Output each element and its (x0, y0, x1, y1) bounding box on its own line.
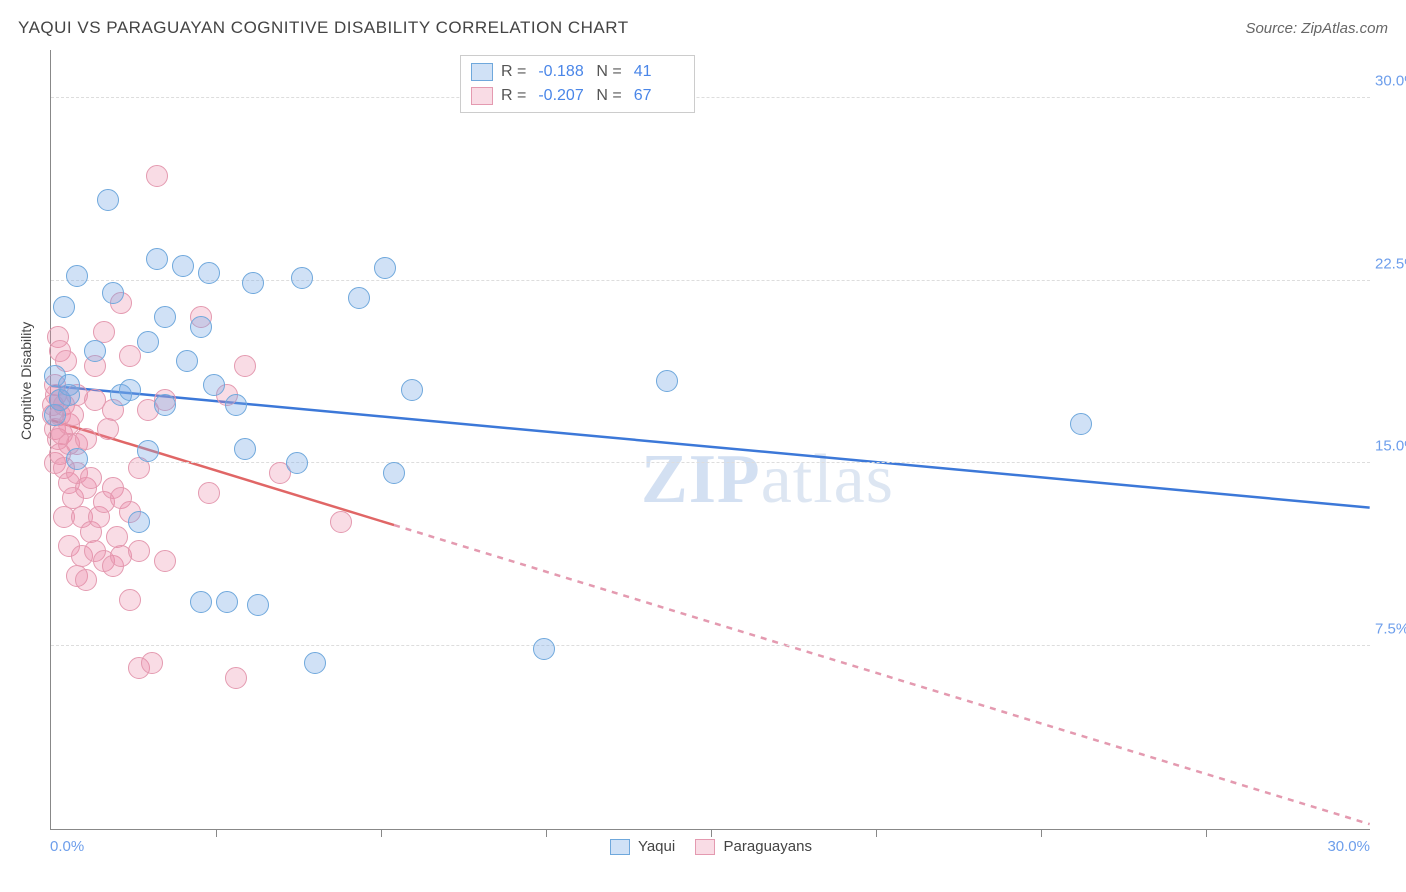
x-tick (711, 829, 712, 837)
r-label: R = (501, 87, 526, 105)
scatter-point-a (198, 262, 220, 284)
scatter-point-b (119, 589, 141, 611)
scatter-point-a (154, 394, 176, 416)
scatter-point-a (66, 448, 88, 470)
gridline (51, 462, 1370, 463)
watermark: ZIPatlas (641, 440, 894, 520)
scatter-point-b (198, 482, 220, 504)
scatter-point-b (225, 667, 247, 689)
r-value: -0.188 (538, 63, 588, 81)
scatter-point-a (84, 340, 106, 362)
scatter-point-a (348, 287, 370, 309)
chart-title: YAQUI VS PARAGUAYAN COGNITIVE DISABILITY… (18, 18, 629, 38)
scatter-point-b (154, 550, 176, 572)
scatter-point-a (137, 440, 159, 462)
x-tick (216, 829, 217, 837)
scatter-point-a (383, 462, 405, 484)
scatter-point-a (225, 394, 247, 416)
scatter-point-b (141, 652, 163, 674)
y-tick-label: 22.5% (1375, 255, 1406, 272)
scatter-point-a (242, 272, 264, 294)
swatch-a (610, 839, 630, 855)
source-label: Source: ZipAtlas.com (1245, 20, 1388, 37)
scatter-point-a (172, 255, 194, 277)
swatch-b (471, 87, 493, 105)
scatter-point-a (247, 594, 269, 616)
n-value: 67 (634, 87, 684, 105)
scatter-point-a (102, 282, 124, 304)
x-tick (1041, 829, 1042, 837)
scatter-point-b (128, 540, 150, 562)
trendline (394, 525, 1370, 824)
scatter-point-b (146, 165, 168, 187)
scatter-point-b (97, 418, 119, 440)
scatter-point-a (119, 379, 141, 401)
scatter-point-a (656, 370, 678, 392)
scatter-point-a (97, 189, 119, 211)
legend-label-a: Yaqui (638, 838, 675, 855)
x-tick (1206, 829, 1207, 837)
gridline (51, 97, 1370, 98)
scatter-point-a (401, 379, 423, 401)
gridline (51, 645, 1370, 646)
scatter-point-b (330, 511, 352, 533)
scatter-point-a (216, 591, 238, 613)
swatch-a (471, 63, 493, 81)
chart-plot-area: ZIPatlas 7.5%15.0%22.5%30.0% (50, 50, 1370, 830)
scatter-point-a (286, 452, 308, 474)
y-tick-label: 15.0% (1375, 438, 1406, 455)
legend-label-b: Paraguayans (724, 838, 812, 855)
series-legend: Yaqui Paraguayans (0, 838, 1406, 855)
scatter-point-a (203, 374, 225, 396)
y-axis-label: Cognitive Disability (18, 322, 34, 440)
scatter-point-b (106, 526, 128, 548)
scatter-point-a (66, 265, 88, 287)
y-tick-label: 7.5% (1375, 621, 1406, 638)
scatter-point-a (176, 350, 198, 372)
scatter-point-a (53, 296, 75, 318)
r-value: -0.207 (538, 87, 588, 105)
stats-legend-row-a: R = -0.188 N = 41 (471, 60, 684, 84)
scatter-point-b (234, 355, 256, 377)
scatter-point-a (304, 652, 326, 674)
scatter-point-a (234, 438, 256, 460)
scatter-point-a (190, 591, 212, 613)
scatter-point-a (291, 267, 313, 289)
scatter-point-a (190, 316, 212, 338)
scatter-point-b (119, 345, 141, 367)
swatch-b (695, 839, 715, 855)
n-value: 41 (634, 63, 684, 81)
scatter-point-a (146, 248, 168, 270)
n-label: N = (596, 87, 621, 105)
r-label: R = (501, 63, 526, 81)
scatter-point-b (80, 467, 102, 489)
scatter-point-a (128, 511, 150, 533)
scatter-point-a (1070, 413, 1092, 435)
scatter-point-a (137, 331, 159, 353)
n-label: N = (596, 63, 621, 81)
scatter-point-a (154, 306, 176, 328)
x-tick (876, 829, 877, 837)
scatter-point-a (533, 638, 555, 660)
scatter-point-b (75, 569, 97, 591)
y-tick-label: 30.0% (1375, 72, 1406, 89)
x-tick (381, 829, 382, 837)
scatter-point-a (58, 374, 80, 396)
stats-legend: R = -0.188 N = 41 R = -0.207 N = 67 (460, 55, 695, 113)
x-tick (546, 829, 547, 837)
stats-legend-row-b: R = -0.207 N = 67 (471, 84, 684, 108)
scatter-point-a (374, 257, 396, 279)
